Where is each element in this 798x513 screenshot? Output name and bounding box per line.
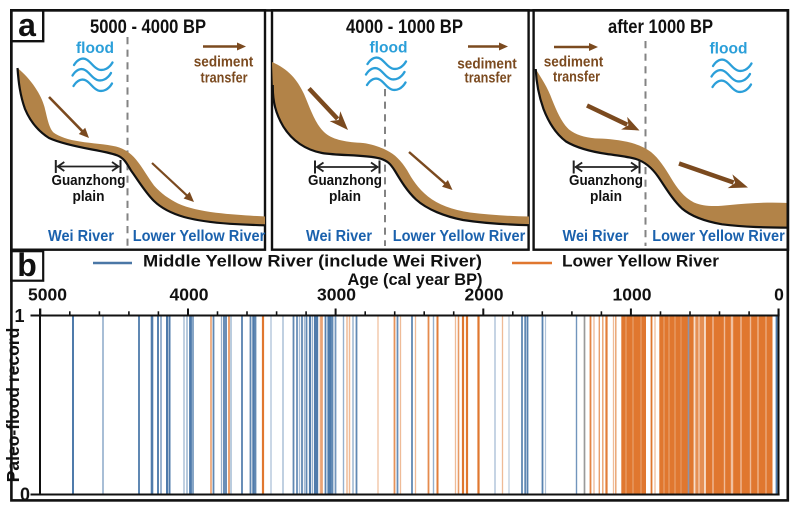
svg-text:transfer: transfer xyxy=(201,71,248,87)
svg-text:1: 1 xyxy=(14,306,24,326)
svg-text:plain: plain xyxy=(590,188,622,205)
svg-text:4000 - 1000 BP: 4000 - 1000 BP xyxy=(346,17,463,38)
svg-text:1000: 1000 xyxy=(613,285,652,305)
svg-text:Paleo-flood record: Paleo-flood record xyxy=(3,328,23,483)
svg-text:Wei River: Wei River xyxy=(306,228,372,245)
svg-text:Lower Yellow River: Lower Yellow River xyxy=(652,228,785,245)
svg-text:b: b xyxy=(17,247,37,283)
svg-text:Middle Yellow River (include W: Middle Yellow River (include Wei River) xyxy=(143,252,482,271)
svg-text:Age (cal year BP): Age (cal year BP) xyxy=(348,271,483,289)
svg-text:transfer: transfer xyxy=(553,70,600,86)
svg-text:Lower Yellow River: Lower Yellow River xyxy=(133,228,266,245)
svg-text:Lower Yellow River: Lower Yellow River xyxy=(393,228,526,245)
svg-text:Guanzhong: Guanzhong xyxy=(52,172,126,189)
svg-text:Wei River: Wei River xyxy=(48,228,114,245)
svg-text:sediment: sediment xyxy=(544,55,604,71)
svg-text:4000: 4000 xyxy=(170,285,209,305)
svg-text:sediment: sediment xyxy=(194,55,254,71)
svg-text:Lower Yellow River: Lower Yellow River xyxy=(562,252,719,271)
svg-text:5000 - 4000 BP: 5000 - 4000 BP xyxy=(90,17,206,38)
svg-text:0: 0 xyxy=(20,485,30,505)
svg-text:Guanzhong: Guanzhong xyxy=(308,172,382,189)
svg-text:2000: 2000 xyxy=(465,285,504,305)
svg-text:3000: 3000 xyxy=(317,285,356,305)
svg-text:Guanzhong: Guanzhong xyxy=(569,172,643,189)
svg-text:Wei River: Wei River xyxy=(563,228,629,245)
svg-text:flood: flood xyxy=(710,41,748,58)
svg-text:5000: 5000 xyxy=(28,285,67,305)
svg-text:a: a xyxy=(18,7,36,43)
svg-text:sediment: sediment xyxy=(457,57,517,73)
svg-text:flood: flood xyxy=(370,40,408,57)
svg-text:flood: flood xyxy=(76,40,114,57)
svg-text:after 1000 BP: after 1000 BP xyxy=(608,17,713,38)
svg-text:transfer: transfer xyxy=(465,71,512,87)
svg-text:0: 0 xyxy=(774,285,784,305)
svg-text:plain: plain xyxy=(329,188,361,205)
svg-text:plain: plain xyxy=(73,188,105,205)
